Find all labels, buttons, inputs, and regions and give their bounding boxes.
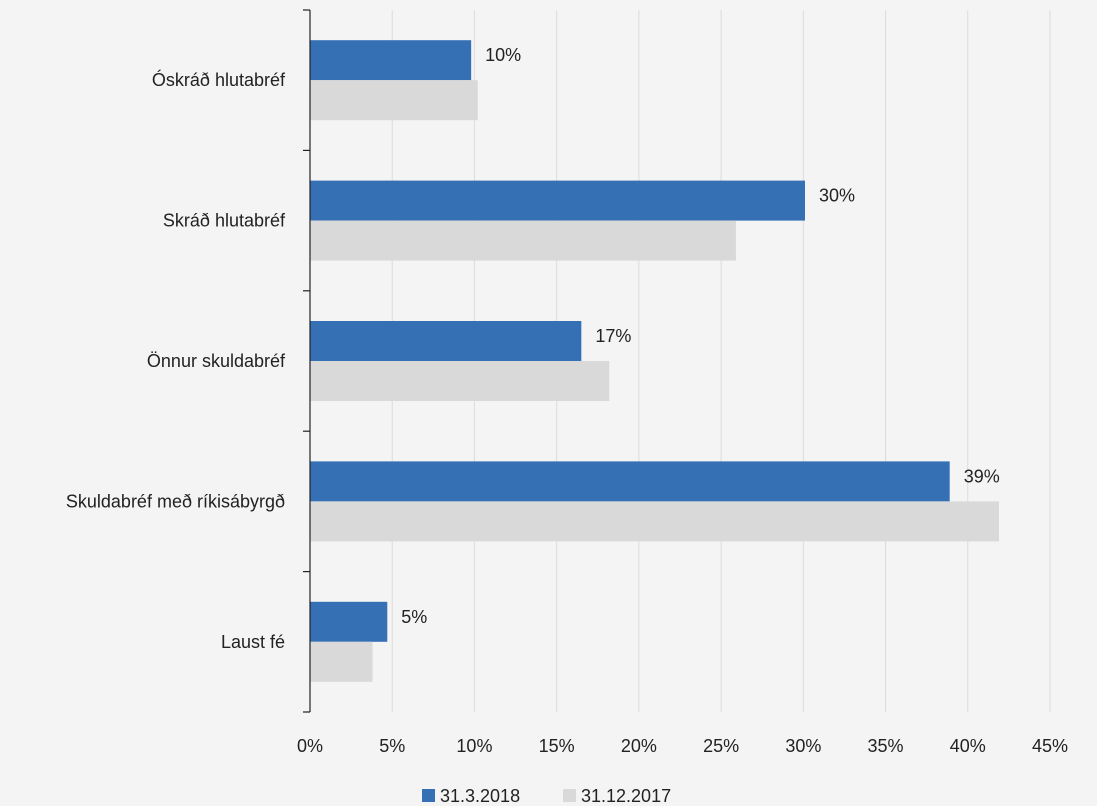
bar-series-2: [310, 220, 736, 261]
data-label: 5%: [401, 607, 427, 627]
bar-series-1: [310, 180, 805, 221]
x-tick-label: 25%: [703, 736, 739, 756]
bar-series-2: [310, 80, 478, 121]
category-label: Önnur skuldabréf: [147, 351, 286, 371]
legend-swatch: [422, 789, 435, 802]
x-tick-label: 30%: [785, 736, 821, 756]
bar-series-2: [310, 641, 373, 682]
grid-lines: [391, 10, 1051, 712]
bar-series-2: [310, 501, 1000, 542]
legend-swatch: [563, 789, 576, 802]
labels: 0% 5% 10% 15% 20% 25% 30% 35% 40% 45% Óskráð hluta…: [66, 45, 1068, 756]
bar-series-1: [310, 321, 582, 361]
bar-series-1: [310, 40, 472, 81]
category-label: Skuldabréf með ríkisábyrgð: [66, 491, 285, 511]
data-label: 30%: [819, 186, 855, 206]
legend-label: 31.12.2017: [581, 786, 671, 806]
bars: [310, 40, 1000, 682]
bar-series-1: [310, 461, 950, 502]
category-label: Skráð hlutabréf: [163, 211, 286, 231]
legend-label: 31.3.2018: [440, 786, 520, 806]
x-tick-label: 5%: [379, 736, 405, 756]
bar-series-1: [310, 601, 388, 642]
x-tick-label: 40%: [950, 736, 986, 756]
data-label: 17%: [595, 326, 631, 346]
x-tick-label: 15%: [539, 736, 575, 756]
x-tick-label: 35%: [868, 736, 904, 756]
bar-series-2: [310, 361, 610, 401]
data-label: 10%: [485, 45, 521, 65]
data-label: 39%: [964, 466, 1000, 486]
category-label: Óskráð hlutabréf: [152, 69, 286, 90]
x-tick-label: 20%: [621, 736, 657, 756]
category-label: Laust fé: [221, 632, 285, 652]
legend: 31.3.2018 31.12.2017: [422, 786, 671, 806]
x-tick-label: 45%: [1032, 736, 1068, 756]
x-tick-label: 10%: [456, 736, 492, 756]
x-tick-label: 0%: [297, 736, 323, 756]
y-axis: [303, 9, 311, 713]
